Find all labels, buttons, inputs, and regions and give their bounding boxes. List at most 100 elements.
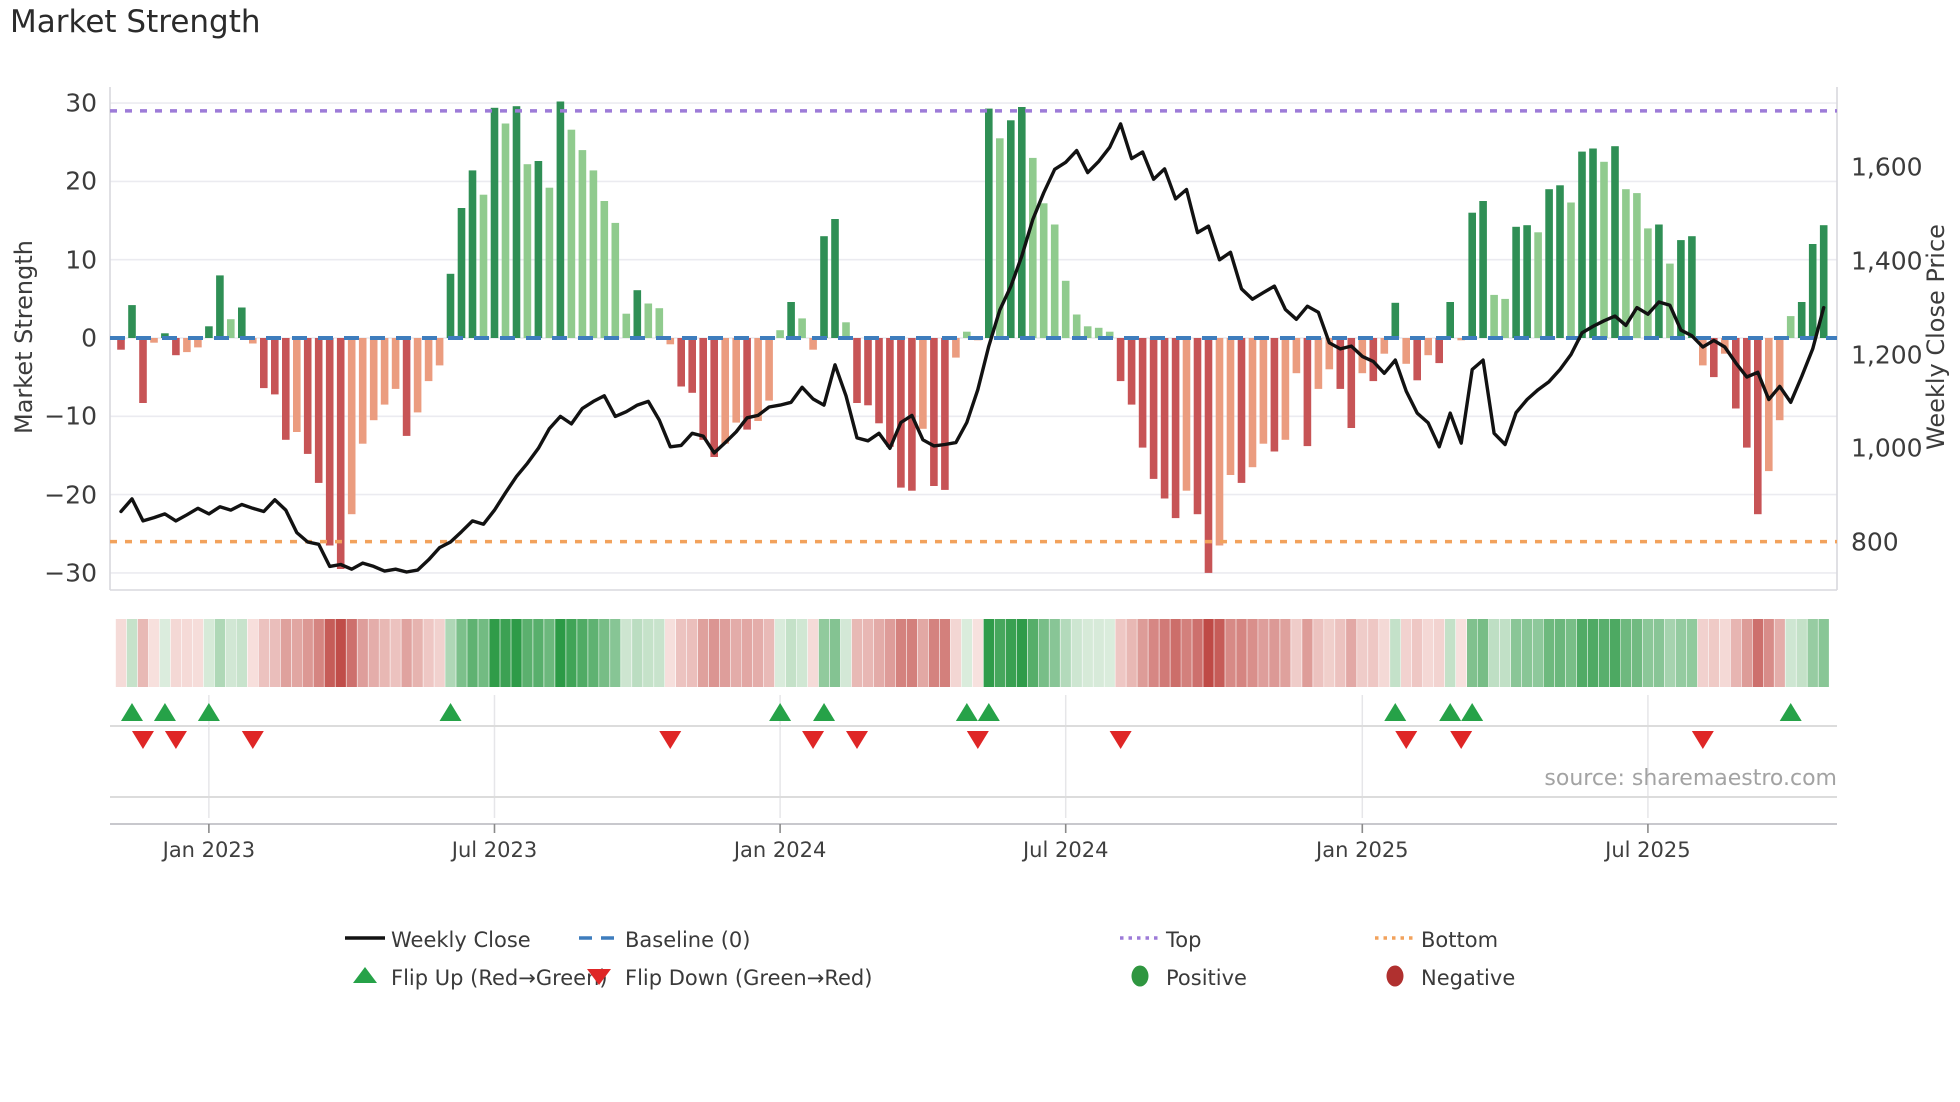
flip-down-marker[interactable] [131,731,154,749]
legend-label-baseline[interactable]: Baseline (0) [625,928,751,952]
strength-bar[interactable] [293,338,301,432]
strength-bar[interactable] [1193,338,1202,515]
strength-bar[interactable] [402,338,411,436]
strength-bar[interactable] [1446,302,1454,338]
legend-label-top[interactable]: Top [1166,928,1202,952]
strength-bar[interactable] [1281,338,1290,440]
strength-bar[interactable] [1270,338,1279,452]
legend-label-flip-up[interactable]: Flip Up (Red→Green) [391,966,608,990]
flip-up-marker[interactable] [197,703,220,721]
strength-bar[interactable] [677,338,685,387]
strength-bar[interactable] [1237,338,1246,483]
strength-bar[interactable] [545,187,554,338]
strength-bar[interactable] [1754,338,1762,515]
strength-bar[interactable] [1468,212,1476,338]
strength-bar[interactable] [1391,302,1400,338]
strength-bar[interactable] [303,338,312,454]
strength-bar[interactable] [1666,263,1674,338]
strength-bar[interactable] [424,338,433,382]
strength-bar[interactable] [238,307,246,339]
strength-bar[interactable] [150,338,158,343]
strength-bar[interactable] [1402,338,1410,364]
strength-bar[interactable] [809,338,817,350]
flip-down-marker[interactable] [1450,731,1473,749]
strength-bar[interactable] [1819,225,1828,338]
strength-bar[interactable] [380,338,389,405]
strength-bar[interactable] [754,338,762,421]
legend-label-flip-down[interactable]: Flip Down (Green→Red) [625,966,873,990]
strength-bar[interactable] [446,273,455,338]
strength-bar[interactable] [930,338,938,486]
strength-bar[interactable] [600,201,609,338]
flip-up-marker[interactable] [769,703,792,721]
strength-bar[interactable] [534,161,543,338]
strength-bar[interactable] [227,319,235,338]
strength-bar[interactable] [1611,146,1619,338]
strength-bar[interactable] [468,170,477,338]
strength-bar[interactable] [1633,193,1641,338]
strength-bar[interactable] [1149,338,1158,479]
strength-bar[interactable] [1501,298,1509,338]
strength-bar[interactable] [985,108,993,338]
strength-bar[interactable] [1710,338,1718,378]
flip-down-marker[interactable] [845,731,868,749]
strength-bar[interactable] [1732,338,1740,409]
strength-bar[interactable] [1512,226,1520,338]
strength-bar[interactable] [523,164,532,338]
strength-bar[interactable] [919,338,927,429]
strength-bar[interactable] [1050,224,1059,339]
strength-bar[interactable] [369,338,378,421]
strength-bar[interactable] [1424,338,1432,356]
strength-bar[interactable] [314,338,323,483]
strength-bar[interactable] [622,313,631,338]
strength-bar[interactable] [1215,338,1224,546]
strength-bar[interactable] [391,338,400,389]
strength-bar[interactable] [875,338,883,424]
heatmap-strip[interactable] [115,619,1829,687]
strength-bar[interactable] [952,338,960,358]
flip-down-marker[interactable] [1109,731,1132,749]
strength-bar[interactable] [798,318,806,338]
legend-label-weekly-close[interactable]: Weekly Close [391,928,531,952]
strength-bar[interactable] [435,338,444,366]
strength-bar[interactable] [1314,338,1323,389]
strength-bar[interactable] [699,338,707,440]
flip-up-marker[interactable] [977,703,1000,721]
strength-bar[interactable] [128,305,136,338]
strength-bar[interactable] [1797,302,1806,338]
strength-bar[interactable] [1523,225,1531,338]
strength-bar[interactable] [139,338,147,403]
strength-bar[interactable] [172,338,180,356]
strength-bar[interactable] [1589,148,1597,339]
strength-bar[interactable] [842,322,850,338]
strength-bar[interactable] [589,170,598,338]
strength-bar[interactable] [336,338,345,569]
strength-bar[interactable] [249,338,257,344]
strength-bar[interactable] [644,303,653,339]
strength-bar[interactable] [1808,244,1817,338]
flip-up-marker[interactable] [1439,703,1462,721]
strength-bar[interactable] [1490,294,1498,338]
strength-bar[interactable] [1369,338,1378,382]
strength-bar[interactable] [886,338,894,447]
flip-down-marker[interactable] [802,731,825,749]
strength-bar[interactable] [161,333,169,338]
flip-down-marker[interactable] [241,731,264,749]
strength-bar[interactable] [1567,202,1575,339]
strength-bar[interactable] [765,338,773,401]
strength-bar[interactable] [776,330,784,338]
strength-bar[interactable] [1127,338,1136,405]
strength-bar[interactable] [831,219,839,338]
flip-up-marker[interactable] [1461,703,1484,721]
strength-bar[interactable] [325,338,334,546]
strength-bar[interactable] [1292,338,1301,374]
strength-bar[interactable] [413,338,422,413]
flip-down-marker[interactable] [659,731,682,749]
flip-down-marker[interactable] [164,731,187,749]
strength-bar[interactable] [655,308,664,338]
strength-bar[interactable] [721,338,729,444]
strength-bar[interactable] [1039,203,1048,338]
strength-bar[interactable] [479,194,488,338]
strength-bar[interactable] [578,150,587,338]
